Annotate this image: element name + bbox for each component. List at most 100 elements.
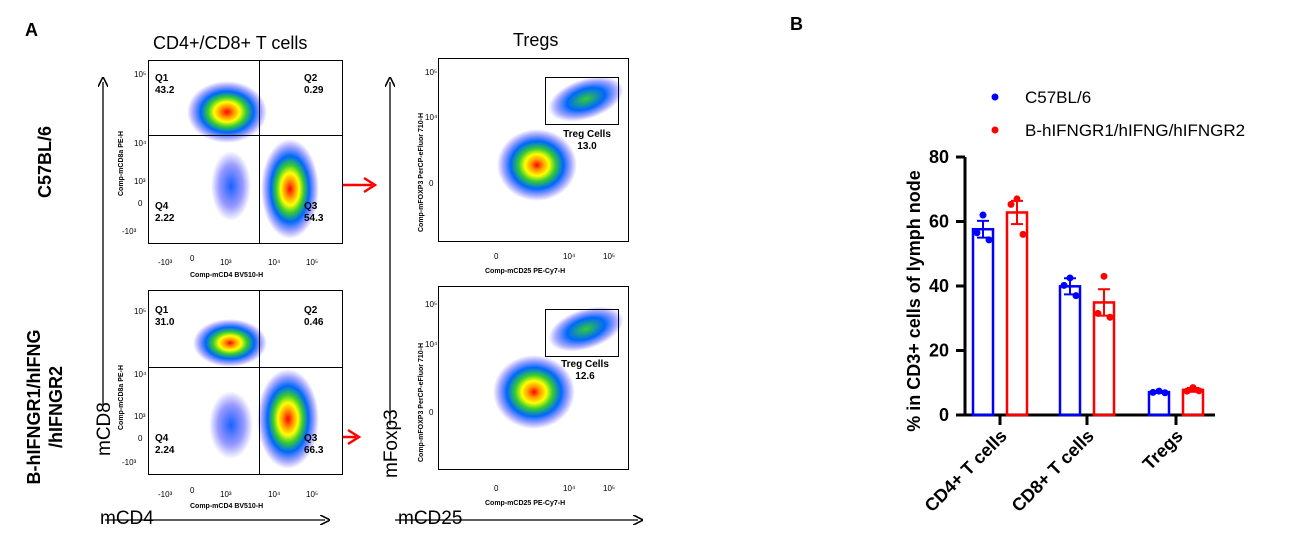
- data-point: [973, 229, 981, 237]
- axis-mcd25: mCD25: [398, 508, 463, 529]
- legend-label: C57BL/6: [1025, 88, 1091, 107]
- cluster-q1: [193, 319, 267, 367]
- xtick-bot-1: -10³: [158, 490, 173, 499]
- treg-gate-name: Treg Cells: [563, 129, 611, 140]
- treg-cluster-main: [497, 129, 577, 201]
- data-point: [1189, 384, 1197, 392]
- q2-value: 0.46: [304, 317, 324, 328]
- q3-value: 54.3: [304, 213, 324, 224]
- xtick-treg-bot-1: 0: [494, 484, 499, 493]
- data-point: [1072, 292, 1080, 300]
- ytick-top-2: 10⁴: [134, 139, 147, 148]
- data-point: [1183, 387, 1191, 395]
- ytick-treg-bot-1: 10⁵: [425, 300, 438, 309]
- axis-mcd8: mCD8: [94, 402, 115, 456]
- bar: [1005, 211, 1029, 417]
- panel-a-label: A: [25, 20, 38, 40]
- ytick-treg-bot-3: 0: [429, 408, 434, 417]
- ytick-treg-top-2: 10⁴: [425, 113, 438, 122]
- x-tick-label: CD4+ T cells: [921, 426, 1011, 516]
- treg-gate-value: 12.6: [575, 371, 595, 382]
- data-point: [1019, 230, 1027, 238]
- xtick-bot-3: 10³: [220, 490, 232, 499]
- flow-plot-treg-bottom: Treg Cells 12.6: [438, 286, 629, 470]
- data-point: [1094, 309, 1102, 317]
- legend-marker: [991, 126, 999, 134]
- xtick-treg-top-3: 10⁵: [603, 252, 616, 261]
- xtick-bot-5: 10⁵: [306, 490, 319, 499]
- ytick-bot-3: 10³: [134, 412, 146, 421]
- data-point: [1066, 274, 1074, 282]
- xtick-bot-2: 0: [190, 486, 195, 495]
- q4-name: Q4: [155, 433, 169, 444]
- ytick-treg-top-3: 0: [429, 179, 434, 188]
- cluster-q3: [257, 369, 319, 469]
- data-point: [1149, 388, 1157, 396]
- ytick-top-4: 0: [138, 199, 143, 208]
- ytick-top-3: 10³: [134, 177, 146, 186]
- xlabel-treg-top: Comp-mCD25 PE-Cy7-H: [485, 268, 566, 275]
- y-tick-label: 20: [929, 341, 949, 361]
- data-point: [1155, 387, 1163, 395]
- q2-value: 0.29: [304, 85, 324, 96]
- xlabel-bot-cd4: Comp-mCD4 BV510-H: [190, 503, 264, 510]
- legend-label: B-hIFNGR1/hIFNG/hIFNGR2: [1025, 121, 1245, 140]
- cluster-q4: [209, 391, 253, 459]
- data-point: [1195, 387, 1203, 395]
- ytick-top-1: 10⁵: [134, 70, 147, 79]
- ytick-bot-5: -10³: [122, 458, 137, 467]
- quad-hline: [149, 135, 342, 136]
- q1-value: 31.0: [155, 317, 175, 328]
- xtick-treg-top-1: 0: [494, 252, 499, 261]
- q4-value: 2.22: [155, 213, 175, 224]
- panel-b-label: B: [790, 14, 803, 34]
- axis-mcd4: mCD4: [100, 508, 154, 529]
- xlabel-top-cd4: Comp-mCD4 BV510-H: [190, 272, 264, 279]
- ytick-bot-4: 0: [138, 434, 143, 443]
- quad-vline: [259, 61, 260, 243]
- quad-vline: [259, 291, 260, 474]
- bar: [1058, 285, 1082, 417]
- treg-gate: [545, 77, 619, 125]
- q3-value: 66.3: [304, 445, 324, 456]
- q1-value: 43.2: [155, 85, 175, 96]
- ytick-treg-bot-2: 10⁴: [425, 340, 438, 349]
- ytick-bot-1: 10⁵: [134, 307, 147, 316]
- treg-gate-value: 13.0: [577, 141, 597, 152]
- q1-name: Q1: [155, 73, 169, 84]
- q4-name: Q4: [155, 201, 169, 212]
- data-point: [1100, 272, 1108, 280]
- data-point: [979, 211, 987, 219]
- data-point: [1106, 313, 1114, 321]
- xtick-top-1: -10³: [158, 258, 173, 267]
- cluster-q1: [187, 81, 267, 143]
- q4-value: 2.24: [155, 445, 175, 456]
- xtick-top-4: 10⁴: [268, 258, 281, 267]
- x-tick-label: Tregs: [1139, 426, 1187, 474]
- xtick-treg-bot-2: 10⁴: [563, 484, 576, 493]
- xtick-top-3: 10³: [220, 258, 232, 267]
- xtick-top-2: 0: [190, 254, 195, 263]
- xtick-treg-top-2: 10⁴: [563, 252, 576, 261]
- y-tick-label: 40: [929, 276, 949, 296]
- y-tick-label: 0: [939, 405, 949, 425]
- data-point: [1007, 200, 1015, 208]
- data-point: [1161, 389, 1169, 397]
- y-tick-label: 60: [929, 212, 949, 232]
- treg-gate-name: Treg Cells: [561, 359, 609, 370]
- y-tick-label: 80: [929, 147, 949, 167]
- col1-title: CD4+/CD8+ T cells: [153, 33, 308, 53]
- ylabel-treg-top: Comp-mFOXP3 PerCP-eFluor 710-H: [418, 112, 425, 232]
- q1-name: Q1: [155, 305, 169, 316]
- ytick-bot-2: 10⁴: [134, 370, 147, 379]
- xlabel-treg-bot: Comp-mCD25 PE-Cy7-H: [485, 500, 566, 507]
- flow-plot-treg-top: Treg Cells 13.0: [438, 58, 629, 242]
- x-tick-label: CD8+ T cells: [1008, 426, 1098, 516]
- treg-gate: [545, 309, 619, 357]
- treg-cluster-main: [493, 355, 575, 429]
- flow-plot-cd4-cd8-bottom: Q1 31.0 Q2 0.46 Q4 2.24 Q3 66.3: [148, 290, 343, 475]
- data-point: [1013, 195, 1021, 203]
- xtick-bot-4: 10⁴: [268, 490, 281, 499]
- bar: [971, 227, 995, 417]
- flow-plot-cd4-cd8-top: Q1 43.2 Q2 0.29 Q4 2.22 Q3 54.3: [148, 60, 343, 244]
